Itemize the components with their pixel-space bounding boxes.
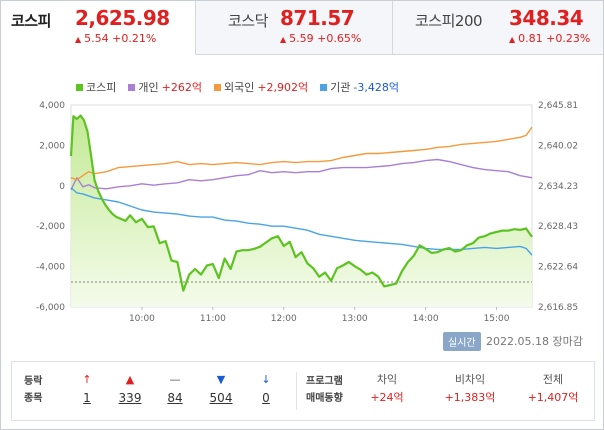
program-total: 전체 +1,407억 xyxy=(508,371,598,407)
y-right-tick-label: 2,640.02 xyxy=(538,141,578,151)
tab-name: 코스피200 xyxy=(415,12,483,30)
index-change: ▲ 5.54 +0.21% xyxy=(75,32,156,45)
y-right-tick-label: 2,634.23 xyxy=(538,182,578,192)
tab-kosdaq[interactable]: 코스닥 871.57 ▲ 5.59 +0.65% xyxy=(196,1,393,55)
program-value: +24억 xyxy=(370,391,404,404)
series-line-코스피 xyxy=(69,114,533,292)
breadth-label-line1: 등락 xyxy=(24,376,43,387)
legend-swatch xyxy=(76,83,83,91)
intraday-chart: 4,000 2,000 0 -2,000 -4,000 -6,000 2,645.81 2,6… xyxy=(36,101,578,324)
change-text: 0.81 +0.23% xyxy=(518,32,591,45)
x-tick-label: 14:00 xyxy=(413,314,439,324)
legend-value: +262억 xyxy=(161,81,202,94)
legend-foreign[interactable]: 외국인 +2,902억 xyxy=(213,79,309,95)
breadth-limit-up: ↑ 1 xyxy=(67,371,107,407)
flat-dash-icon: — xyxy=(169,373,181,386)
y-right-tick-label: 2,628.43 xyxy=(538,222,578,232)
up-triangle-icon: ▲ xyxy=(509,35,516,44)
up-triangle-icon: ▲ xyxy=(125,373,135,386)
y-right-tick-label: 2,616.85 xyxy=(538,303,578,313)
index-change: ▲ 0.81 +0.23% xyxy=(509,32,590,45)
legend-label: 기관 xyxy=(330,81,351,94)
legend-label: 외국인 xyxy=(223,81,255,94)
breadth-count[interactable]: 339 xyxy=(118,391,142,405)
up-triangle-icon: ▲ xyxy=(75,35,82,44)
series-line-외국인 xyxy=(70,126,533,181)
legend-label: 개인 xyxy=(138,81,159,94)
legend-individual[interactable]: 개인 +262억 xyxy=(128,79,202,95)
series-line-개인 xyxy=(70,158,533,191)
legend-kospi[interactable]: 코스피 xyxy=(76,79,116,95)
legend-value: -3,428억 xyxy=(353,81,400,94)
y-left-tick-label: -4,000 xyxy=(36,263,65,273)
program-arbitrage: 차익 +24억 xyxy=(342,371,432,407)
market-close-date: 2022.05.18 장마감 xyxy=(486,335,583,348)
x-tick-label: 10:00 xyxy=(129,314,155,324)
y-left-tick-label: 2,000 xyxy=(39,141,65,151)
chart-legend: 코스피 개인 +262억 외국인 +2,902억 기관 -3,428억 xyxy=(76,79,399,95)
index-value: 2,625.98 xyxy=(75,6,170,30)
program-header: 비차익 xyxy=(454,373,486,386)
x-tick-label: 12:00 xyxy=(271,314,297,324)
legend-swatch xyxy=(320,83,328,91)
y-right-tick-label: 2,622.64 xyxy=(538,263,578,273)
program-value: +1,383억 xyxy=(444,391,496,404)
y-right-tick-label: 2,645.81 xyxy=(538,101,578,111)
program-header: 차익 xyxy=(376,373,398,386)
y-left-tick-label: -6,000 xyxy=(36,303,65,313)
down-triangle-icon: ▼ xyxy=(216,373,226,386)
up-triangle-icon: ▲ xyxy=(280,35,287,44)
y-left-tick-label: -2,000 xyxy=(36,222,65,232)
index-value: 871.57 xyxy=(280,6,355,30)
breadth-limit-down: ↓ 0 xyxy=(246,371,286,407)
program-label-line2: 매매동향 xyxy=(306,393,343,404)
breadth-label-line2: 종목 xyxy=(24,393,43,404)
y-left-tick-label: 0 xyxy=(59,182,65,192)
legend-label: 코스피 xyxy=(86,81,117,94)
divider xyxy=(296,372,297,410)
tab-name: 코스닥 xyxy=(228,12,268,30)
tab-kospi200[interactable]: 코스피200 348.34 ▲ 0.81 +0.23% xyxy=(393,1,603,55)
breadth-down: ▼ 504 xyxy=(201,371,241,407)
change-text: 5.54 +0.21% xyxy=(84,32,157,45)
realtime-button[interactable]: 실시간 xyxy=(443,332,481,351)
program-header: 전체 xyxy=(542,373,564,386)
breadth-flat: — 84 xyxy=(155,371,195,407)
x-tick-label: 13:00 xyxy=(342,314,368,324)
index-change: ▲ 5.59 +0.65% xyxy=(280,32,361,45)
x-tick-label: 11:00 xyxy=(200,314,226,324)
program-label-line1: 프로그램 xyxy=(306,376,343,387)
breadth-up: ▲ 339 xyxy=(110,371,150,407)
program-value: +1,407억 xyxy=(527,391,579,404)
change-text: 5.59 +0.65% xyxy=(289,32,362,45)
legend-swatch xyxy=(128,83,136,91)
breadth-count[interactable]: 504 xyxy=(209,391,233,405)
legend-value: +2,902억 xyxy=(257,81,309,94)
legend-institution[interactable]: 기관 -3,428억 xyxy=(320,79,399,95)
breadth-count[interactable]: 0 xyxy=(262,391,270,405)
breadth-count[interactable]: 84 xyxy=(167,391,183,405)
x-tick-label: 15:00 xyxy=(484,314,510,324)
legend-swatch xyxy=(213,83,221,91)
breadth-count[interactable]: 1 xyxy=(83,391,91,405)
tab-kospi[interactable]: 코스피 2,625.98 ▲ 5.54 +0.21% xyxy=(1,1,196,55)
limit-down-arrow-icon: ↓ xyxy=(261,373,271,386)
limit-up-arrow-icon: ↑ xyxy=(82,373,92,386)
kospi-area xyxy=(71,115,532,307)
index-value: 348.34 xyxy=(509,6,584,30)
program-non-arbitrage: 비차익 +1,383억 xyxy=(425,371,515,407)
index-tabs: 코스피 2,625.98 ▲ 5.54 +0.21% 코스닥 871.57 ▲ 5.… xyxy=(1,1,603,55)
tab-name: 코스피 xyxy=(11,12,51,30)
y-left-tick-label: 4,000 xyxy=(39,101,65,111)
